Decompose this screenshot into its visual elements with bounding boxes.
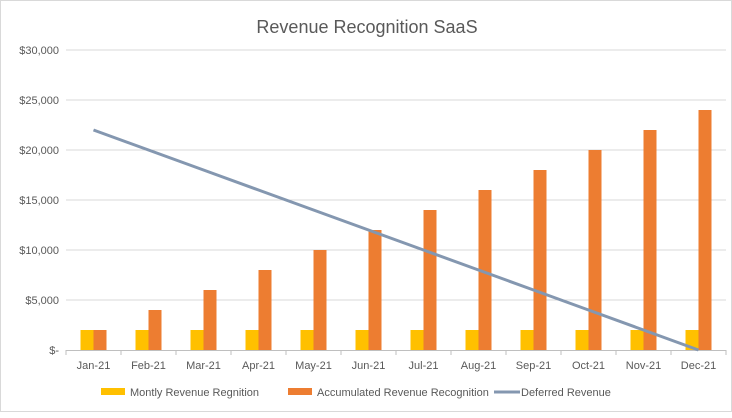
y-tick-label: $10,000 [19, 245, 59, 257]
bar-accumulated-revenue-recognition [699, 110, 712, 350]
x-tick-label: Jun-21 [352, 360, 386, 372]
bar-montly-revenue-regnition [466, 330, 479, 350]
bar-accumulated-revenue-recognition [424, 210, 437, 350]
x-tick-label: Jan-21 [77, 360, 111, 372]
x-tick-label: Mar-21 [186, 360, 221, 372]
x-tick-label: Sep-21 [516, 360, 551, 372]
y-tick-label: $30,000 [19, 45, 59, 57]
bar-montly-revenue-regnition [576, 330, 589, 350]
y-tick-label: $25,000 [19, 95, 59, 107]
bar-accumulated-revenue-recognition [204, 290, 217, 350]
x-tick-label: Nov-21 [626, 360, 661, 372]
bar-accumulated-revenue-recognition [149, 310, 162, 350]
bar-accumulated-revenue-recognition [314, 250, 327, 350]
x-tick-label: May-21 [295, 360, 332, 372]
bar-montly-revenue-regnition [521, 330, 534, 350]
bar-accumulated-revenue-recognition [534, 170, 547, 350]
y-tick-label: $20,000 [19, 145, 59, 157]
y-tick-label: $5,000 [25, 295, 59, 307]
bar-montly-revenue-regnition [631, 330, 644, 350]
bar-accumulated-revenue-recognition [589, 150, 602, 350]
bar-accumulated-revenue-recognition [644, 130, 657, 350]
chart-title: Revenue Recognition SaaS [256, 17, 477, 37]
bar-montly-revenue-regnition [136, 330, 149, 350]
legend-swatch [288, 388, 312, 395]
bar-montly-revenue-regnition [356, 330, 369, 350]
line-series-deferred-revenue [94, 130, 699, 350]
legend-label: Accumulated Revenue Recognition [317, 387, 489, 399]
bar-montly-revenue-regnition [411, 330, 424, 350]
bar-accumulated-revenue-recognition [369, 230, 382, 350]
x-tick-label: Jul-21 [409, 360, 439, 372]
x-tick-label: Feb-21 [131, 360, 166, 372]
bar-montly-revenue-regnition [301, 330, 314, 350]
x-tick-label: Dec-21 [681, 360, 716, 372]
y-tick-label: $- [49, 345, 59, 357]
x-tick-label: Oct-21 [572, 360, 605, 372]
y-tick-label: $15,000 [19, 195, 59, 207]
bar-montly-revenue-regnition [81, 330, 94, 350]
bar-accumulated-revenue-recognition [259, 270, 272, 350]
legend-label: Montly Revenue Regnition [130, 387, 259, 399]
bar-accumulated-revenue-recognition [94, 330, 107, 350]
bar-montly-revenue-regnition [246, 330, 259, 350]
x-tick-label: Aug-21 [461, 360, 496, 372]
legend-label: Deferred Revenue [521, 387, 611, 399]
legend-swatch [101, 388, 125, 395]
bar-montly-revenue-regnition [191, 330, 204, 350]
x-tick-label: Apr-21 [242, 360, 275, 372]
